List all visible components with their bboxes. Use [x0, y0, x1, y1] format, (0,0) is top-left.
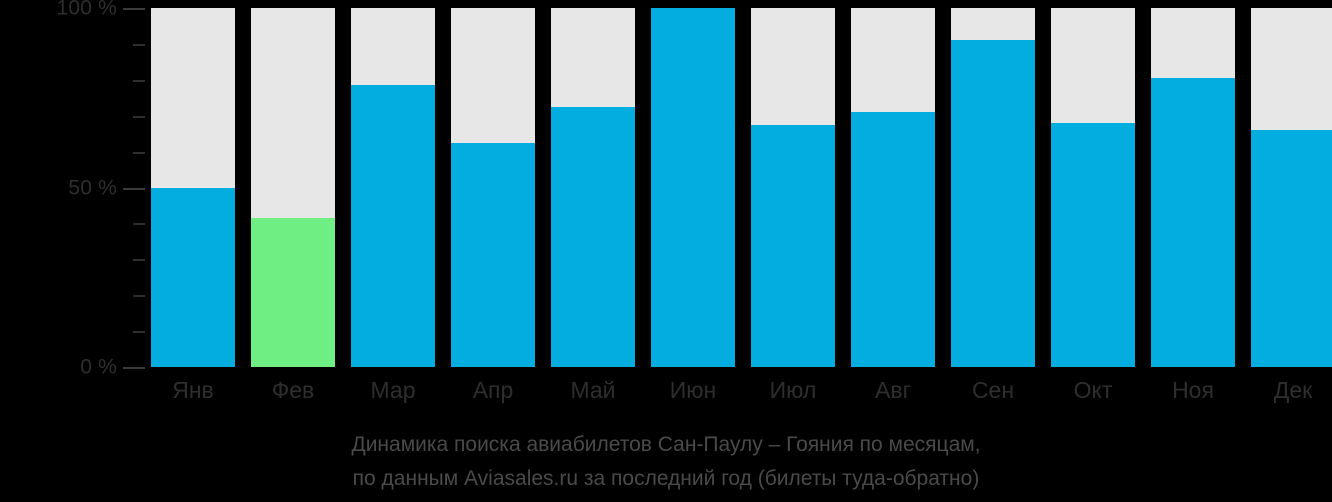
y-axis-label: 50 %	[68, 176, 117, 199]
bar-fill[interactable]	[1151, 78, 1235, 367]
x-axis-label-сен: Сен	[971, 377, 1015, 403]
bar-column[interactable]	[951, 8, 1035, 367]
x-axis-label-ноя: Ноя	[1172, 377, 1214, 403]
bar-column[interactable]	[1251, 8, 1332, 367]
y-axis-label: 0 %	[80, 355, 117, 379]
bar-fill[interactable]	[651, 8, 735, 367]
bar-column[interactable]	[251, 8, 335, 367]
bar-fill[interactable]	[1051, 122, 1135, 367]
y-axis-tick	[133, 151, 145, 154]
x-axis-label-янв: Янв	[172, 377, 214, 403]
x-axis: Янв Фев Мар Апр Май Июн Июл Авг Сен Окт Ноя Дек	[151, 375, 1332, 415]
y-axis-tick	[133, 43, 145, 46]
bar-fill[interactable]	[451, 142, 535, 367]
y-axis-tick	[133, 295, 145, 298]
x-axis-label-июн: Июн	[669, 377, 717, 403]
bar-fill[interactable]	[251, 218, 335, 367]
bar-fill[interactable]	[151, 187, 235, 367]
y-axis-tick	[123, 367, 145, 369]
bar-fill[interactable]	[1251, 130, 1332, 367]
bar-fill[interactable]	[851, 112, 935, 367]
x-axis-label-фев: Фев	[271, 377, 315, 403]
bar-column[interactable]	[351, 8, 435, 367]
caption-line-1: Динамика поиска авиабилетов Сан-Паулу – …	[351, 433, 981, 456]
chart-caption: Динамика поиска авиабилетов Сан-Паулу – …	[0, 428, 1332, 496]
bar-column[interactable]	[451, 8, 535, 367]
bar-column[interactable]	[751, 8, 835, 367]
bar-fill[interactable]	[751, 124, 835, 367]
bar-column[interactable]	[1151, 8, 1235, 367]
x-axis-label-июл: Июл	[769, 377, 817, 403]
x-axis-label-апр: Апр	[472, 377, 514, 403]
y-axis-tick	[133, 223, 145, 226]
y-axis-tick	[123, 187, 145, 190]
y-axis-tick	[133, 115, 145, 118]
bar-fill[interactable]	[951, 40, 1035, 367]
x-axis-label-май: Май	[570, 377, 616, 403]
y-axis-tick	[133, 331, 145, 334]
bar-fill[interactable]	[351, 85, 435, 367]
bar-column[interactable]	[651, 8, 735, 367]
x-axis-label-окт: Окт	[1073, 377, 1113, 403]
x-axis-label-мар: Мар	[370, 377, 416, 403]
bar-column[interactable]	[851, 8, 935, 367]
bar-column[interactable]	[551, 8, 635, 367]
bar-column[interactable]	[151, 8, 235, 367]
bar-column[interactable]	[1051, 8, 1135, 367]
y-axis-tick	[133, 259, 145, 262]
bar-fill[interactable]	[551, 106, 635, 367]
plot-area	[151, 8, 1332, 367]
y-axis-tick	[123, 8, 145, 10]
x-axis-label-дек: Дек	[1273, 377, 1313, 403]
caption-line-2: по данным Aviasales.ru за последний год …	[352, 467, 980, 490]
y-axis-tick	[133, 79, 145, 82]
x-axis-label-авг: Авг	[875, 377, 911, 403]
y-axis: 100 % 50 % 0 %	[0, 0, 151, 380]
y-axis-label: 100 %	[56, 0, 117, 20]
